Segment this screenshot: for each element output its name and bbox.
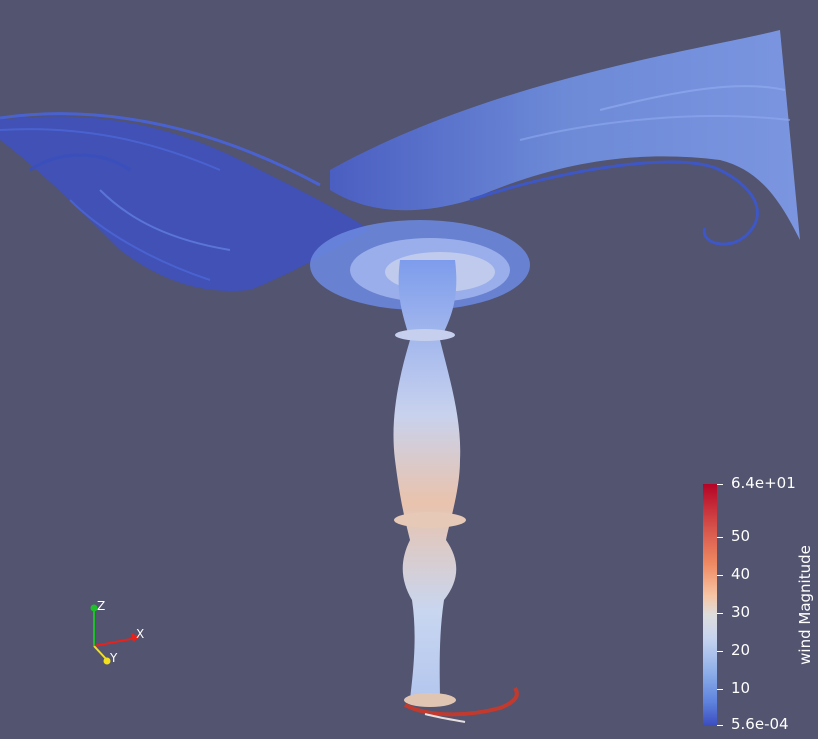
x-axis-label: X [136,627,144,641]
color-bar-tick-label: 20 [731,641,751,659]
streamline-sheet-right [330,30,800,246]
orientation-axes: Z X Y [90,599,144,665]
y-axis-tip [103,657,111,665]
tornado-column [393,260,466,707]
color-bar-tick-min [717,725,723,726]
base-streamline [404,686,519,723]
color-bar-max-label: 6.4e+01 [731,474,796,492]
y-axis-line [93,645,108,661]
color-bar-min-label: 5.6e-04 [731,715,789,733]
color-bar-title: wind Magnitude [796,545,814,665]
y-axis-label: Y [109,651,118,665]
color-bar-tick-max [717,484,723,485]
color-bar-tick [717,613,723,614]
color-bar-tick [717,651,723,652]
streamline-sheet-left [0,112,370,291]
color-bar-tick-label: 50 [731,527,751,545]
color-bar-tick [717,689,723,690]
z-axis-label: Z [97,599,105,613]
color-bar-tick [717,537,723,538]
color-bar-tick-label: 10 [731,679,751,697]
z-axis-tip [90,604,98,612]
color-bar-tick [717,575,723,576]
x-axis-line [93,637,137,647]
color-bar-gradient [703,484,717,726]
x-axis-tip [131,633,140,642]
color-bar-tick-label: 30 [731,603,751,621]
color-bar-tick-label: 40 [731,565,751,583]
